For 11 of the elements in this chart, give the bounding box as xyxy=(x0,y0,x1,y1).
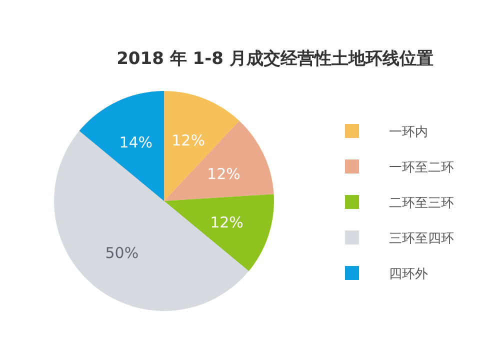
data-label: 50% xyxy=(105,244,139,262)
data-label: 14% xyxy=(119,133,153,152)
data-label: 12% xyxy=(210,213,244,232)
legend-label: 一环内 xyxy=(389,125,428,140)
data-label: 12% xyxy=(172,132,205,150)
legend-label: 三环至四环 xyxy=(389,232,454,246)
data-label: 12% xyxy=(207,164,240,183)
legend-label: 二环至三环 xyxy=(389,196,454,211)
legend-label: 四环外 xyxy=(389,267,428,282)
chart-title: 2018 年 1-8 月成交经营性土地环线位置 xyxy=(116,49,434,69)
legend-label: 一环至二环 xyxy=(389,160,454,176)
